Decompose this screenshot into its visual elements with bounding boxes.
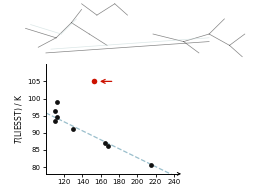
Point <box>103 142 107 145</box>
Point <box>55 116 59 119</box>
Point <box>71 128 75 131</box>
Point <box>106 145 110 148</box>
X-axis label: $T_{\frac{1}{2}}$ / K: $T_{\frac{1}{2}}$ / K <box>100 187 124 189</box>
Point <box>148 164 152 167</box>
Y-axis label: $T$(LIESST) / K: $T$(LIESST) / K <box>13 94 25 144</box>
Point <box>92 80 96 83</box>
Point <box>53 109 57 112</box>
Point <box>55 100 59 103</box>
Point <box>53 119 57 122</box>
